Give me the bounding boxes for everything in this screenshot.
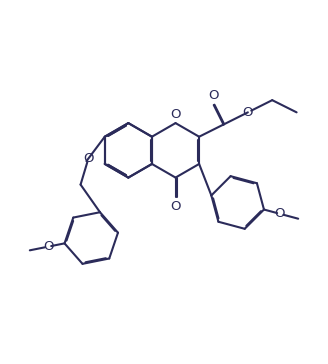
Text: O: O (243, 106, 253, 119)
Text: O: O (170, 200, 181, 213)
Text: O: O (275, 207, 285, 220)
Text: O: O (83, 152, 94, 165)
Text: O: O (43, 240, 54, 253)
Text: O: O (209, 89, 219, 102)
Text: O: O (170, 108, 181, 121)
